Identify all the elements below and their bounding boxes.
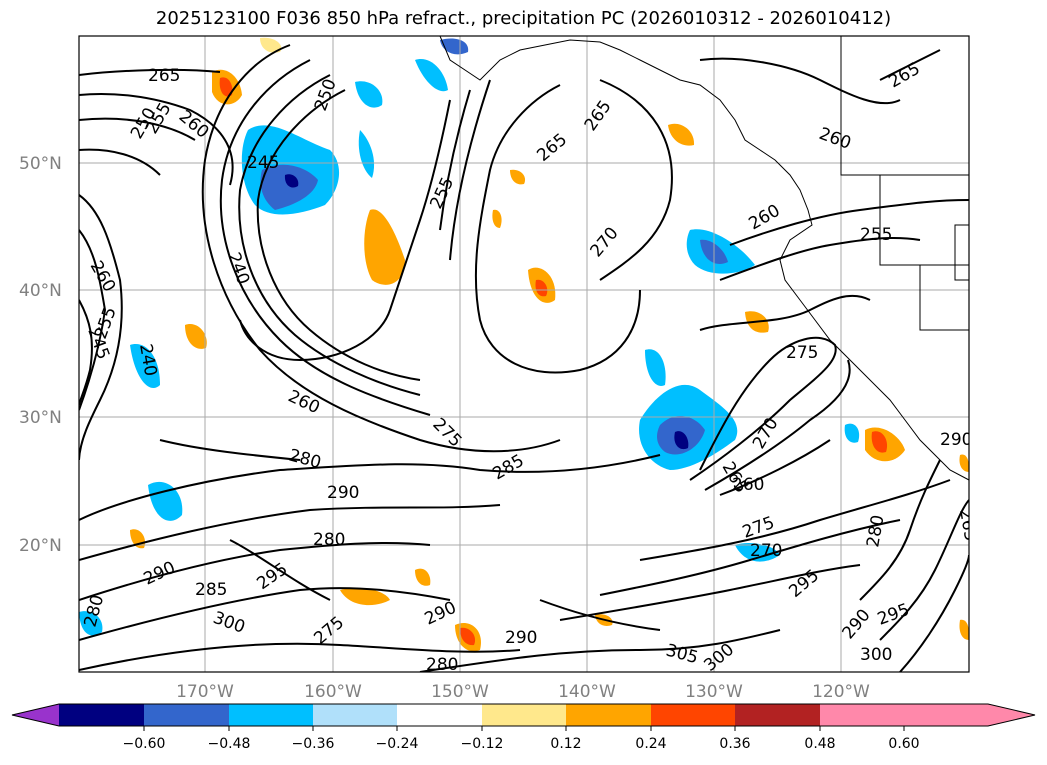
map-frame xyxy=(78,35,970,673)
negative-area xyxy=(358,130,375,178)
positive-area xyxy=(871,431,888,453)
negative-area xyxy=(415,59,448,92)
colorbar-segment xyxy=(313,704,397,726)
negative-area xyxy=(674,431,689,450)
lon-label: 140°W xyxy=(558,682,616,702)
colorbar-segment xyxy=(397,704,482,726)
negative-area xyxy=(645,349,666,386)
colorbar-segment xyxy=(229,704,313,726)
positive-area xyxy=(260,37,282,53)
colorbar-tick-label: 0.60 xyxy=(888,736,919,752)
positive-area xyxy=(415,568,431,586)
positive-area xyxy=(340,588,390,606)
lat-label: 20°N xyxy=(19,536,62,556)
contour-label: 275 xyxy=(786,343,818,363)
colorbar-segment xyxy=(651,704,735,726)
colorbar-segment xyxy=(566,704,651,726)
colorbar-ticks xyxy=(143,726,905,731)
positive-area xyxy=(460,627,476,646)
contour-label: 290 xyxy=(327,483,359,503)
lat-label: 50°N xyxy=(19,154,62,174)
negative-area xyxy=(355,81,383,108)
colorbar-outline xyxy=(11,703,1036,727)
colorbar-segment xyxy=(735,704,820,726)
negative-area xyxy=(735,543,780,562)
contour-label: 245 xyxy=(247,153,279,173)
shading-layer xyxy=(79,37,969,652)
negative-area xyxy=(440,38,469,55)
contour-label: 265 xyxy=(148,66,180,86)
lon-label: 150°W xyxy=(431,682,489,702)
colorbar-segment xyxy=(59,704,144,726)
colorbar-segment xyxy=(820,704,904,726)
map-title: 2025123100 F036 850 hPa refract., precip… xyxy=(155,8,892,29)
contour-label: 285 xyxy=(195,580,227,600)
positive-area xyxy=(959,619,969,640)
negative-area xyxy=(260,164,318,210)
positive-area xyxy=(219,77,233,97)
colorbar-tick-label: 0.24 xyxy=(635,736,666,752)
positive-area xyxy=(185,324,207,349)
colorbar-tick-label: −0.48 xyxy=(208,736,251,752)
coastlines xyxy=(439,36,969,481)
graticule xyxy=(79,36,969,672)
lat-label: 40°N xyxy=(19,281,62,301)
positive-area xyxy=(959,454,969,472)
colorbar-tick-label: 0.36 xyxy=(719,736,750,752)
negative-area xyxy=(130,344,160,389)
colorbar-extend-left xyxy=(12,704,59,726)
contour-label: 260 xyxy=(732,475,764,495)
negative-area xyxy=(79,611,103,636)
colorbar: −0.60 −0.48 −0.36 −0.24 −0.12 0.12 0.24 … xyxy=(11,703,1036,752)
negative-area xyxy=(844,423,860,443)
positive-area xyxy=(492,209,502,228)
contour-label: 290 xyxy=(940,430,972,450)
negative-area xyxy=(148,481,183,521)
colorbar-tick-label: −0.36 xyxy=(292,736,335,752)
positive-area xyxy=(364,209,405,285)
lon-label: 170°W xyxy=(176,682,234,702)
colorbar-tick-label: −0.60 xyxy=(123,736,166,752)
contour-label: 280 xyxy=(426,655,458,675)
positive-area xyxy=(510,169,526,185)
colorbar-tick-label: 0.48 xyxy=(804,736,835,752)
positive-area xyxy=(535,279,548,297)
colorbar-segment xyxy=(144,704,229,726)
colorbar-tick-label: −0.24 xyxy=(376,736,419,752)
map-panel xyxy=(79,36,969,672)
contour-label: 290 xyxy=(505,628,537,648)
lat-label: 30°N xyxy=(19,408,62,428)
colorbar-segment xyxy=(482,704,566,726)
colorbar-tick-label: −0.12 xyxy=(461,736,504,752)
contour-label: 270 xyxy=(750,541,782,561)
lon-label: 130°W xyxy=(685,682,743,702)
positive-area xyxy=(668,123,695,146)
colorbar-tick-label: 0.12 xyxy=(550,736,581,752)
contour-label: 300 xyxy=(860,645,892,665)
negative-area xyxy=(284,174,299,188)
contour-label: 255 xyxy=(860,225,892,245)
lon-label: 120°W xyxy=(812,682,870,702)
lon-label: 160°W xyxy=(304,682,362,702)
contour-label: 280 xyxy=(313,530,345,550)
refractivity-contours xyxy=(79,44,969,672)
